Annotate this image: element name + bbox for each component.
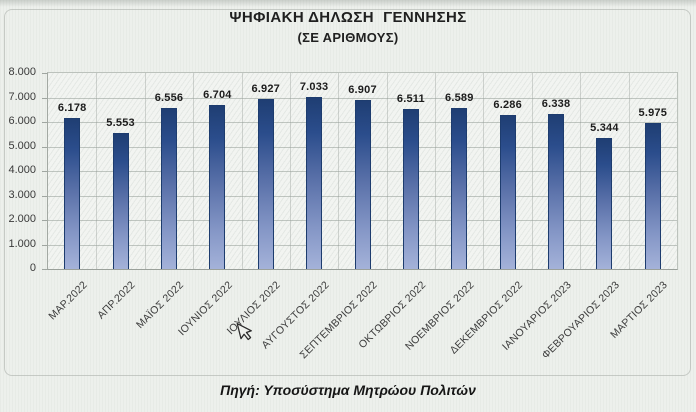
bar bbox=[160, 108, 177, 269]
y-axis-tick bbox=[42, 97, 47, 99]
y-axis-tick bbox=[42, 171, 47, 172]
bar-value-label: 6.178 bbox=[57, 101, 87, 114]
gridline-vertical bbox=[338, 73, 340, 269]
x-axis-category-label: ΜΑΡΤΙΟΣ 2023 bbox=[608, 279, 671, 341]
y-axis-tick-label: 0 bbox=[29, 262, 36, 274]
bar bbox=[644, 122, 661, 269]
x-axis-category-label: ΜΑΡ.2022 bbox=[46, 279, 90, 323]
y-axis-tick-label: 2.000 bbox=[8, 213, 36, 225]
bar bbox=[306, 96, 323, 269]
y-axis-tick-label: 6.000 bbox=[8, 115, 36, 127]
bar-value-label: 6.927 bbox=[251, 83, 280, 96]
chart-subtitle: (ΣΕ ΑΡΙΘΜΟΥΣ) bbox=[297, 30, 399, 45]
bar bbox=[209, 104, 226, 269]
x-axis-category-label: ΟΚΤΩΒΡΙΟΣ 2022 bbox=[356, 279, 429, 352]
bar-value-label: 6.907 bbox=[348, 83, 377, 96]
gridline-vertical bbox=[435, 73, 437, 269]
y-axis-tick-label: 5.000 bbox=[8, 139, 36, 152]
y-axis-tick bbox=[42, 220, 47, 221]
bar-value-label: 5.553 bbox=[106, 116, 135, 129]
bar bbox=[64, 117, 81, 269]
y-axis-tick-label: 7.000 bbox=[8, 90, 36, 103]
bar bbox=[112, 132, 129, 269]
bar-value-label: 6.589 bbox=[445, 91, 474, 104]
bar bbox=[548, 113, 565, 269]
gridline-vertical bbox=[144, 73, 146, 269]
chart-title: ΨΗΦΙΑΚΗ ΔΗΛΩΣΗ ΓΕΝΝΗΣΗΣ bbox=[229, 9, 467, 26]
gridline bbox=[48, 97, 677, 99]
y-axis-tick-label: 8.000 bbox=[8, 66, 36, 78]
gridline-vertical bbox=[96, 73, 98, 269]
y-axis-labels: 0 1.000 2.000 3.000 4.000 5.000 6.000 7.000 8.00… bbox=[0, 66, 42, 274]
gridline-vertical bbox=[241, 73, 243, 269]
x-axis-category-label: ΔΕΚΕΜΒΡΙΟΣ 2022 bbox=[447, 279, 526, 357]
bar-value-label: 6.286 bbox=[493, 99, 522, 111]
x-axis-category-label: ΙΑΝΟΥΑΡΙΟΣ 2023 bbox=[499, 279, 574, 353]
plot-area: 6.178 5.553 6.556 6.704 6.927 7.033 6.907 6.511… bbox=[42, 72, 678, 270]
x-axis-category-label: ΑΥΓΟΥΣΤΟΣ 2022 bbox=[259, 279, 332, 352]
bar bbox=[354, 99, 371, 269]
gridline-vertical bbox=[628, 73, 630, 269]
y-axis-tick bbox=[42, 269, 47, 270]
bar-value-label: 6.338 bbox=[541, 97, 571, 110]
gridline-vertical bbox=[580, 73, 582, 269]
bar bbox=[402, 109, 419, 269]
x-axis-category-label: ΦΕΒΡΟΥΑΡΙΟΣ 2023 bbox=[539, 279, 622, 362]
y-axis-tick-label: 1.000 bbox=[8, 237, 36, 250]
y-axis-tick-label: 4.000 bbox=[8, 164, 36, 176]
gridline-vertical bbox=[483, 73, 485, 269]
bar-value-label: 7.033 bbox=[299, 80, 329, 93]
bar-value-label: 6.511 bbox=[396, 93, 425, 106]
x-axis-labels: ΜΑΡ.2022 ΑΠΡ.2022 ΜΑΪΟΣ 2022 ΙΟΥΝΙΟΣ 2022 ΙΟ… bbox=[46, 277, 676, 367]
bar bbox=[499, 115, 516, 269]
y-axis-tick bbox=[42, 195, 47, 197]
y-axis-tick bbox=[42, 146, 47, 148]
x-axis-category-label: ΙΟΥΝΙΟΣ 2022 bbox=[175, 279, 235, 339]
bar bbox=[596, 138, 613, 269]
y-axis-tick-label: 3.000 bbox=[8, 188, 36, 201]
gridline-vertical bbox=[193, 73, 195, 269]
bar bbox=[257, 99, 274, 269]
bar bbox=[451, 107, 468, 269]
x-axis-category-label: ΜΑΪΟΣ 2022 bbox=[134, 279, 187, 332]
bar-value-label: 5.344 bbox=[590, 122, 619, 135]
gridline-vertical bbox=[289, 73, 291, 269]
bar-value-label: 5.975 bbox=[638, 106, 668, 119]
bar-value-label: 6.704 bbox=[203, 88, 232, 101]
y-axis-tick bbox=[42, 244, 47, 246]
bar-value-label: 6.556 bbox=[154, 92, 184, 105]
y-axis-tick bbox=[42, 73, 47, 74]
y-axis-tick bbox=[42, 122, 47, 123]
mouse-cursor-icon bbox=[236, 322, 252, 341]
gridline-vertical bbox=[386, 73, 388, 269]
x-axis-category-label: ΝΟΕΜΒΡΙΟΣ 2022 bbox=[403, 279, 477, 353]
x-axis-category-label: ΑΠΡ.2022 bbox=[95, 279, 139, 322]
x-axis-category-label: ΣΕΠΤΕΜΒΡΙΟΣ 2022 bbox=[297, 279, 380, 362]
source-caption: Πηγή: Υποσύστημα Μητρώου Πολιτών bbox=[220, 382, 476, 398]
gridline-vertical bbox=[531, 73, 533, 269]
